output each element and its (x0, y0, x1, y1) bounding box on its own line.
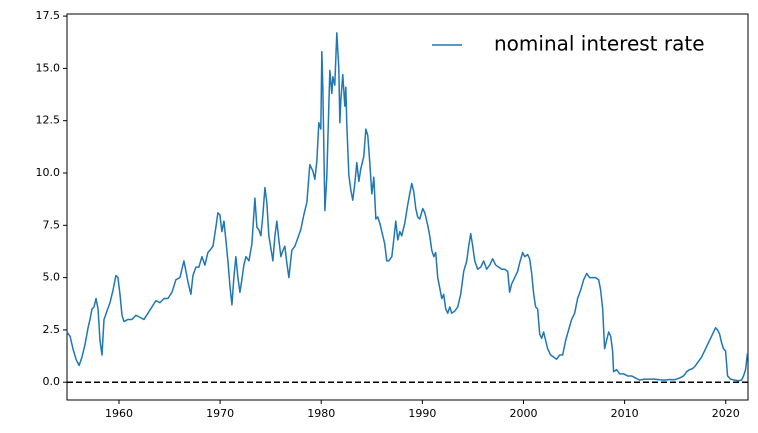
x-tick-label: 1980 (307, 407, 335, 420)
x-tick-label: 1960 (105, 407, 133, 420)
y-tick-label: 2.5 (43, 323, 61, 336)
x-tick-label: 2010 (611, 407, 639, 420)
x-tick-label: 2020 (712, 407, 740, 420)
y-tick-label: 10.0 (36, 166, 61, 179)
y-tick-label: 7.5 (43, 218, 61, 231)
data-line (66, 32, 749, 382)
plot-frame (66, 13, 749, 401)
x-tick-label: 1990 (408, 407, 436, 420)
x-tick-label: 2000 (509, 407, 537, 420)
legend-label: nominal interest rate (494, 32, 705, 56)
y-tick-label: 17.5 (36, 9, 61, 22)
y-tick-label: 5.0 (43, 271, 61, 284)
y-tick-label: 12.5 (36, 114, 61, 127)
y-tick-label: 15.0 (36, 61, 61, 74)
x-tick-label: 1970 (206, 407, 234, 420)
y-tick-label: 0.0 (43, 375, 61, 388)
